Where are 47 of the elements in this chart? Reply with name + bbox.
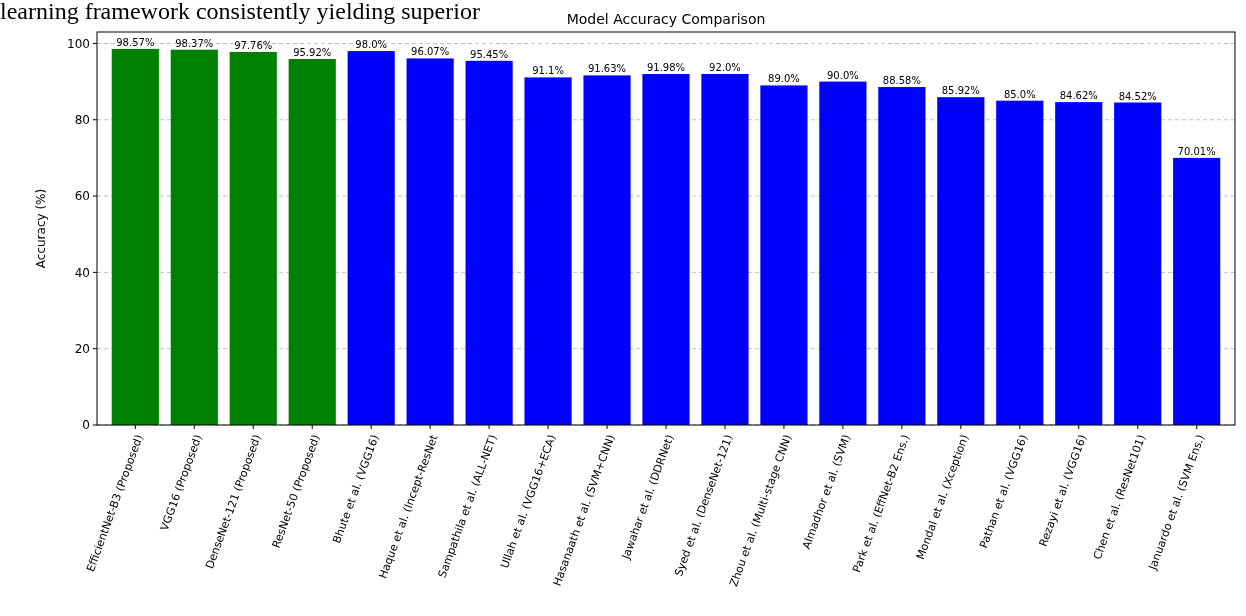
bar [111,48,159,425]
text: learning framework consistently yielding superior [0,0,480,24]
data-label: 96.07% [411,46,450,58]
data-label: 98.37% [175,37,214,49]
bar [406,58,454,425]
data-label: 84.62% [1059,90,1098,102]
data-label: 95.92% [293,47,332,59]
y-tick-label: 80 [74,112,90,127]
bar [170,49,218,425]
y-tick-label: 40 [74,265,90,280]
data-label: 98.0% [355,39,388,51]
y-tick-label: 20 [74,341,90,356]
y-tick-label: 100 [67,36,90,51]
bar [229,51,277,425]
data-label: 97.76% [234,39,273,51]
bar [701,73,749,425]
bar [642,74,690,425]
bar [819,81,867,425]
bar [1055,102,1103,425]
y-tick-label: 60 [74,189,90,204]
data-label: 91.63% [587,63,627,75]
data-label: 92.0% [709,61,741,73]
chart-title: Model Accuracy Comparison [566,11,766,27]
data-label: 70.01% [1177,145,1216,157]
bar [1114,102,1162,425]
y-axis-title: Accuracy (%) [34,188,48,269]
bar [760,85,808,425]
bar [347,51,395,425]
data-label: 91.1% [532,65,564,77]
data-label: 88.58% [882,75,921,87]
data-label: 85.0% [1003,88,1036,100]
bar [583,75,631,425]
bar [524,77,572,425]
bar [878,87,926,425]
bar [1173,157,1221,425]
data-label: 84.52% [1118,90,1157,102]
bar [937,97,985,425]
data-label: 98.57% [116,36,155,48]
bar [465,60,513,425]
data-label: 90.0% [827,69,859,81]
data-label: 85.92% [941,85,980,97]
data-label: 91.98% [646,62,686,74]
data-label: 89.0% [768,73,800,85]
y-tick-label: 0 [82,418,90,433]
bar [288,59,336,425]
bar [996,100,1044,425]
data-label: 95.45% [470,48,509,60]
